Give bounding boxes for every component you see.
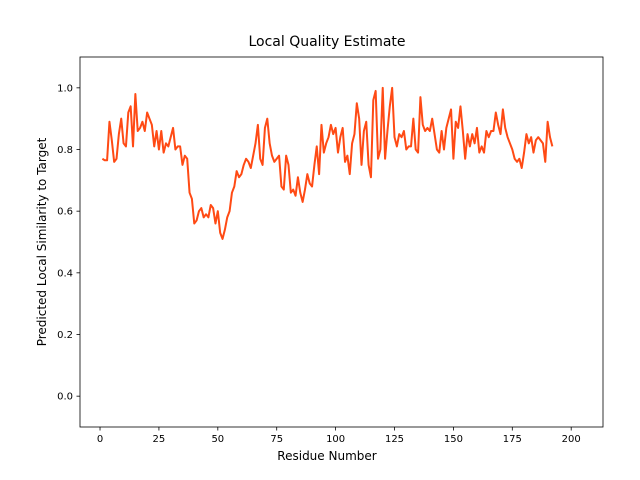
y-tick-label: 0.8	[57, 145, 73, 156]
data-line	[101, 86, 554, 240]
x-tick-label: 25	[153, 434, 166, 445]
x-tick-label: 200	[562, 434, 581, 445]
x-tick-label: 100	[326, 434, 345, 445]
chart-title: Local Quality Estimate	[248, 34, 405, 50]
plot-frame	[79, 56, 604, 428]
y-tick-label: 0.4	[57, 268, 73, 279]
x-tick-label: 175	[503, 434, 522, 445]
x-tick-label: 150	[444, 434, 463, 445]
x-tick-label: 75	[270, 434, 283, 445]
x-tick-label: 50	[211, 434, 224, 445]
y-tick-label: 0.6	[57, 207, 73, 218]
y-tick-label: 1.0	[57, 83, 73, 94]
x-tick-label: 0	[97, 434, 103, 445]
y-axis-label: Predicted Local Similarity to Target	[35, 137, 49, 346]
y-tick-label: 0.0	[57, 392, 73, 403]
x-axis-label: Residue Number	[277, 449, 376, 463]
x-tick-label: 125	[385, 434, 404, 445]
y-tick-label: 0.2	[57, 330, 73, 341]
